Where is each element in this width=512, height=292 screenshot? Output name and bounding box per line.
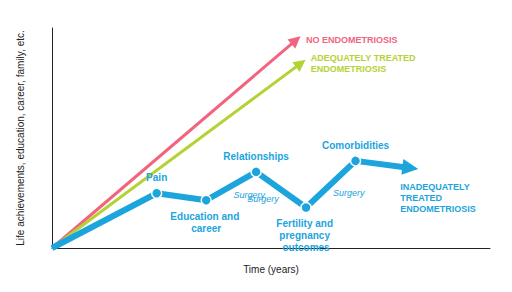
svg-text:Education and: Education and	[170, 211, 242, 222]
svg-text:INADEQUATELY: INADEQUATELY	[400, 182, 472, 192]
svg-text:career: career	[191, 223, 221, 234]
svg-text:pregnancy: pregnancy	[279, 230, 332, 241]
svg-text:TREATED: TREATED	[400, 193, 444, 203]
svg-text:Pain: Pain	[146, 172, 167, 183]
svg-text:Relationships: Relationships	[223, 151, 289, 162]
svg-text:Life achievements, education,: Life achievements, education, career, fa…	[15, 30, 26, 245]
svg-text:Fertility and: Fertility and	[276, 218, 335, 229]
svg-text:ENDOMETRIOSIS: ENDOMETRIOSIS	[311, 64, 387, 74]
svg-text:Time (years): Time (years)	[243, 264, 299, 275]
svg-text:outcomes: outcomes	[282, 242, 330, 253]
svg-text:Surgery: Surgery	[247, 194, 279, 204]
svg-text:NO ENDOMETRIOSIS: NO ENDOMETRIOSIS	[306, 35, 398, 45]
svg-text:Surgery: Surgery	[333, 188, 365, 198]
svg-text:Comorbidities: Comorbidities	[322, 140, 390, 151]
svg-text:ENDOMETRIOSIS: ENDOMETRIOSIS	[400, 204, 476, 214]
svg-text:ADEQUATELY TREATED: ADEQUATELY TREATED	[311, 53, 418, 63]
